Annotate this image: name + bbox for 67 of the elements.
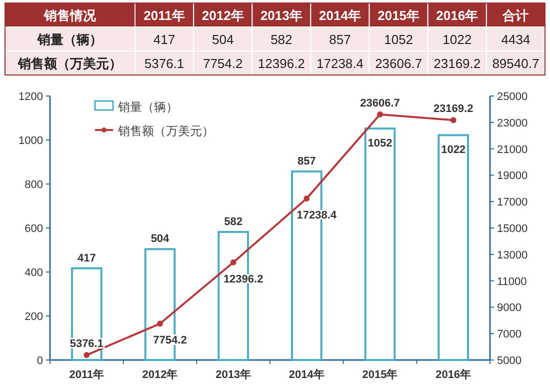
x-tick-label: 2014年 <box>319 8 361 23</box>
data-label: 417 <box>77 252 96 264</box>
x-tick-label: 2012年 <box>202 8 244 23</box>
point <box>377 111 383 118</box>
data-label: 582 <box>270 32 292 47</box>
data-label: 1022 <box>441 144 466 156</box>
y-tick-label: 1000 <box>18 135 43 147</box>
chart-title: 销售情况 <box>43 8 97 23</box>
data-label: 7754.2 <box>202 56 243 71</box>
point <box>157 320 163 327</box>
x-tick-label: 2016年 <box>436 8 478 23</box>
data-label: 857 <box>329 32 351 47</box>
data-label: 582 <box>224 216 243 228</box>
data-label: 504 <box>212 32 234 47</box>
data-label: 1022 <box>442 32 472 47</box>
legend-label: 销售额（万美元） <box>117 124 214 138</box>
bar <box>364 128 396 361</box>
x-tick-label: 合计 <box>502 8 529 23</box>
point <box>304 195 310 202</box>
x-tick-label: 2016年 <box>436 368 472 381</box>
data-label: 23606.7 <box>375 56 422 71</box>
x-tick-label: 2015年 <box>378 8 420 23</box>
y-tick-label: 0 <box>36 355 43 367</box>
y2-tick-label: 7000 <box>497 328 522 341</box>
y-tick-label: 400 <box>24 267 43 279</box>
y-tick-label: 600 <box>24 223 43 235</box>
y-tick-label: 200 <box>24 311 43 323</box>
data-label: 1052 <box>384 32 414 47</box>
bar <box>71 267 102 361</box>
x-tick-label: 2013年 <box>216 368 252 381</box>
point <box>450 117 456 124</box>
x-tick-label: 2011年 <box>69 368 104 381</box>
y-tick-label: 1200 <box>18 91 43 103</box>
x-tick-label: 2015年 <box>362 368 398 381</box>
y2-tick-label: 9000 <box>497 302 522 314</box>
y2-tick-label: 21000 <box>497 144 528 156</box>
data-label: 1052 <box>368 138 392 150</box>
y2-tick-label: 25000 <box>497 91 528 103</box>
y2-tick-label: 11000 <box>497 276 527 288</box>
y2-tick-label: 13000 <box>497 249 528 262</box>
data-label: 89540.7 <box>492 56 540 71</box>
data-label: 23169.2 <box>433 103 474 116</box>
y2-tick-label: 5000 <box>497 355 522 367</box>
data-label: 5376.1 <box>144 56 184 71</box>
point <box>84 352 90 358</box>
y-tick-label: 销售额（万美元） <box>17 56 122 71</box>
x-tick-label: 2013年 <box>260 8 302 23</box>
data-label: 17238.4 <box>316 56 364 71</box>
data-label: 417 <box>153 32 176 47</box>
data-label: 504 <box>150 233 170 246</box>
data-label: 857 <box>297 155 316 168</box>
y-tick-label: 销量（辆） <box>36 32 102 47</box>
bar <box>438 134 469 361</box>
data-label: 23606.7 <box>360 97 400 110</box>
data-label: 4434 <box>501 32 530 47</box>
y2-tick-label: 19000 <box>497 170 528 182</box>
y2-tick-label: 15000 <box>497 223 528 235</box>
legend-label: 销量（辆） <box>117 100 178 114</box>
y2-tick-label: 23000 <box>497 117 528 130</box>
y-tick-label: 800 <box>24 179 43 191</box>
y2-tick-label: 17000 <box>497 196 528 209</box>
data-label: 23169.2 <box>434 56 481 71</box>
x-tick-label: 2011年 <box>144 8 185 23</box>
x-tick-label: 2014年 <box>288 368 324 381</box>
data-label: 12396.2 <box>258 56 305 71</box>
point <box>230 259 236 266</box>
x-tick-label: 2012年 <box>142 368 178 381</box>
